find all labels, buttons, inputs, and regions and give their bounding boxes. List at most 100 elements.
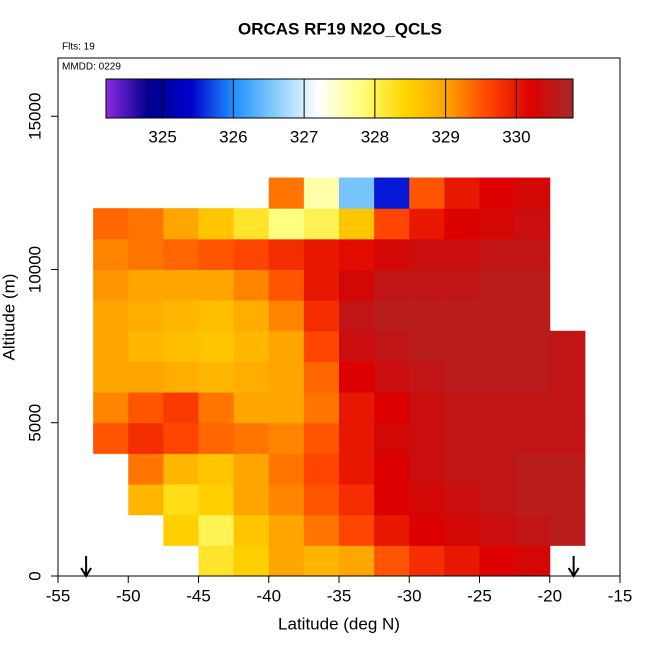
heatmap-cell bbox=[198, 208, 235, 240]
heatmap-cell bbox=[514, 514, 551, 546]
heatmap-cell bbox=[549, 453, 586, 485]
colorbar-tick-label: 328 bbox=[361, 127, 389, 146]
heatmap-cell bbox=[409, 300, 445, 332]
heatmap-cell bbox=[479, 484, 516, 516]
heatmap-cell bbox=[233, 545, 270, 577]
heatmap-cell bbox=[444, 330, 480, 362]
heatmap-cell bbox=[128, 269, 164, 301]
arrow-head bbox=[567, 567, 580, 578]
heatmap-cell bbox=[479, 545, 516, 577]
heatmap-cell bbox=[303, 422, 340, 454]
x-tick-label: -35 bbox=[327, 586, 352, 605]
heatmap-cell bbox=[268, 177, 305, 209]
heatmap-cell bbox=[479, 208, 516, 240]
x-tick-label: -55 bbox=[46, 586, 71, 605]
heatmap-cell bbox=[514, 422, 551, 454]
heatmap-cell bbox=[444, 392, 480, 424]
heatmap-cell bbox=[93, 330, 129, 362]
heatmap-cell bbox=[374, 177, 410, 209]
heatmap-cell bbox=[409, 208, 445, 240]
heatmap-cell bbox=[198, 422, 235, 454]
heatmap-cell bbox=[409, 484, 445, 516]
heatmap-cell bbox=[514, 208, 551, 240]
heatmap-cell bbox=[93, 422, 129, 454]
heatmap-cell bbox=[93, 208, 129, 240]
heatmap-cell bbox=[339, 300, 375, 332]
x-tick-label: -50 bbox=[116, 586, 141, 605]
heatmap-cell bbox=[549, 484, 586, 516]
heatmap-cell bbox=[198, 238, 235, 270]
y-tick-label: 0 bbox=[25, 571, 44, 580]
heatmap-cell bbox=[128, 361, 164, 393]
heatmap-cell bbox=[479, 453, 516, 485]
heatmap-cell bbox=[444, 453, 480, 485]
heatmap-cell bbox=[93, 238, 129, 270]
heatmap-cell bbox=[409, 422, 445, 454]
heatmap-cell bbox=[374, 392, 410, 424]
heatmap-cell bbox=[339, 453, 375, 485]
heatmap-cell bbox=[444, 238, 480, 270]
heatmap-cell bbox=[163, 330, 199, 362]
heatmap-cell bbox=[444, 300, 480, 332]
heatmap-cell bbox=[374, 330, 410, 362]
heatmap-cell bbox=[339, 361, 375, 393]
heatmap-cell bbox=[303, 177, 340, 209]
heatmap-cell bbox=[163, 484, 199, 516]
heatmap-cell bbox=[268, 514, 305, 546]
heatmap-cell bbox=[409, 545, 445, 577]
heatmap-cell bbox=[374, 484, 410, 516]
heatmap-cell bbox=[339, 514, 375, 546]
heatmap-cell bbox=[268, 269, 305, 301]
colorbar-tick-label: 329 bbox=[431, 127, 459, 146]
heatmap-cell bbox=[479, 361, 516, 393]
heatmap-cell bbox=[303, 208, 340, 240]
heatmap-cell bbox=[233, 330, 270, 362]
heatmap-cell bbox=[339, 269, 375, 301]
heatmap-cell bbox=[163, 361, 199, 393]
heatmap-cell bbox=[268, 392, 305, 424]
colorbar-tick-label: 327 bbox=[290, 127, 318, 146]
heatmap-cell bbox=[549, 361, 586, 393]
heatmap-cell bbox=[198, 514, 235, 546]
x-tick-label: -15 bbox=[608, 586, 633, 605]
heatmap-cell bbox=[444, 422, 480, 454]
heatmap-cell bbox=[479, 422, 516, 454]
heatmap-cell bbox=[339, 545, 375, 577]
heatmap-cell bbox=[268, 545, 305, 577]
heatmap-cell bbox=[514, 453, 551, 485]
heatmap-cell bbox=[339, 422, 375, 454]
heatmap-cell bbox=[549, 330, 586, 362]
x-tick-label: -45 bbox=[186, 586, 211, 605]
heatmap-cell bbox=[303, 545, 340, 577]
heatmap-cell bbox=[268, 361, 305, 393]
heatmap-cell bbox=[479, 514, 516, 546]
heatmap-cell bbox=[374, 238, 410, 270]
heatmap-cell bbox=[303, 514, 340, 546]
heatmap-cell bbox=[198, 392, 235, 424]
heatmap-cell bbox=[303, 300, 340, 332]
heatmap-cell bbox=[339, 238, 375, 270]
x-tick-label: -40 bbox=[256, 586, 281, 605]
heatmap-cell bbox=[233, 269, 270, 301]
annotation: Flts: 19 bbox=[62, 42, 95, 53]
heatmap-cell bbox=[128, 300, 164, 332]
x-tick-label: -25 bbox=[467, 586, 492, 605]
chart-title: ORCAS RF19 N2O_QCLS bbox=[238, 19, 442, 38]
heatmap-cell bbox=[374, 422, 410, 454]
heatmap-cell bbox=[128, 453, 164, 485]
heatmap-cell bbox=[268, 330, 305, 362]
heatmap-cell bbox=[514, 392, 551, 424]
heatmap-cell bbox=[374, 361, 410, 393]
heatmap-cell bbox=[409, 177, 445, 209]
heatmap-cell bbox=[163, 269, 199, 301]
heatmap-cell bbox=[339, 177, 375, 209]
colorbar bbox=[105, 78, 574, 119]
heatmap-cell bbox=[198, 361, 235, 393]
heatmap-cell bbox=[233, 453, 270, 485]
heatmap-cell bbox=[233, 238, 270, 270]
heatmap-cell bbox=[303, 484, 340, 516]
heatmap-cell bbox=[233, 300, 270, 332]
heatmap-cell bbox=[374, 514, 410, 546]
heatmap-cell bbox=[303, 361, 340, 393]
